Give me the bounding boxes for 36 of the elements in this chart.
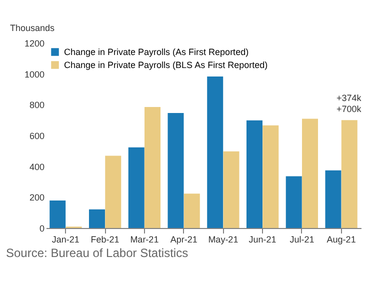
y-tick-label: 1200 <box>24 38 44 48</box>
bar <box>207 76 224 228</box>
legend-label: Change in Private Payrolls (BLS As First Reported) <box>64 60 268 70</box>
bar <box>105 156 122 228</box>
y-tick-label: 200 <box>29 192 44 203</box>
y-tick-label: 1000 <box>24 69 44 80</box>
x-tick-label: Jan-21 <box>52 234 80 244</box>
x-tick-label: Aug-21 <box>326 234 356 244</box>
x-tick-label: Mar-21 <box>130 234 159 244</box>
bar <box>88 209 105 228</box>
x-tick-label: Jun-21 <box>248 234 276 244</box>
bar <box>223 151 240 228</box>
bar <box>341 120 358 228</box>
bar <box>50 200 66 228</box>
x-tick-label: Jul-21 <box>290 234 314 244</box>
x-tick-label: May-21 <box>208 234 238 244</box>
annotation: +700k <box>336 104 362 114</box>
bar <box>325 170 342 228</box>
bar <box>246 120 262 228</box>
bar <box>144 106 161 228</box>
y-tick-label: 800 <box>29 100 44 110</box>
bar <box>286 176 302 228</box>
y-axis-title: Thousands <box>10 23 56 33</box>
bar <box>168 112 184 228</box>
bar <box>302 118 318 228</box>
annotation: +374k <box>336 93 362 103</box>
x-tick-label: Apr-21 <box>170 234 198 244</box>
y-tick-label: 0 <box>39 224 44 234</box>
y-tick-label: 600 <box>29 131 44 141</box>
y-tick-label: 400 <box>29 162 44 172</box>
legend-label: Change in Private Payrolls (As First Reported) <box>64 47 249 57</box>
bar <box>128 147 144 228</box>
x-tick-label: Feb-21 <box>90 234 120 244</box>
bar <box>262 125 279 228</box>
bar <box>184 194 200 228</box>
source-note: Source: Bureau of Labor Statistics <box>6 246 188 260</box>
